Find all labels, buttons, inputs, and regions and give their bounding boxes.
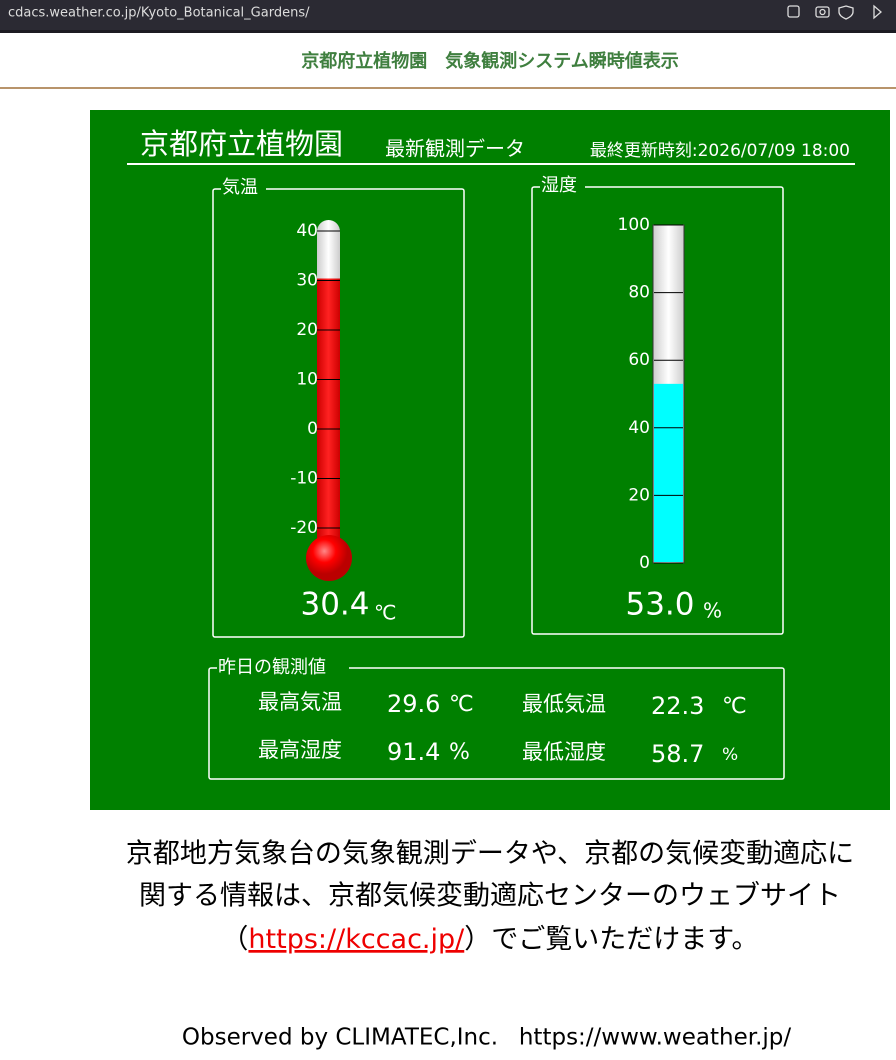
place: 京都府立植物園 <box>140 127 343 161</box>
browser-icons[interactable] <box>787 4 882 20</box>
yesterday-item-unit: ℃ <box>449 692 474 717</box>
yesterday-item-value: 29.6 <box>387 690 440 718</box>
humidity-label: 湿度 <box>541 175 577 196</box>
tick-label: 0 <box>639 553 650 573</box>
tick-label: 0 <box>307 419 318 439</box>
yesterday-item-unit: % <box>449 740 470 765</box>
gauge-fill <box>654 383 683 562</box>
tick-label: 30 <box>296 271 318 291</box>
temp-label: 気温 <box>222 177 258 198</box>
url[interactable]: cdacs.weather.co.jp/Kyoto_Botanical_Gard… <box>8 6 310 21</box>
humidity-unit: % <box>703 599 722 623</box>
yesterday-item-value: 58.7 <box>651 740 704 768</box>
observed: Observed by CLIMATEC,Inc. <box>182 1025 498 1051</box>
paragraph-line: 京都地方気象台の気象観測データや、京都の気候変動適応に <box>126 839 854 870</box>
tick-label: 20 <box>628 485 650 505</box>
temp-value: 30.4 <box>300 587 369 623</box>
yesterday-item-unit: % <box>722 745 738 765</box>
paren: （ <box>221 924 248 955</box>
updated: 最終更新時刻:2026/07/09 18:00 <box>590 141 850 161</box>
yesterday-item-value: 91.4 <box>387 738 440 766</box>
tick-label: 40 <box>296 221 318 241</box>
header-title: 京都府立植物園 気象観測システム瞬時値表示 <box>301 50 678 72</box>
tick-label: 10 <box>296 370 318 390</box>
site[interactable]: https://www.weather.jp/ <box>519 1025 792 1051</box>
tick-label: -10 <box>290 469 318 489</box>
gauge-fill <box>317 278 340 545</box>
paragraph-line: 関する情報は、京都気候変動適応センターのウェブサイト <box>139 881 841 912</box>
yesterday-item-label: 最低気温 <box>522 692 606 716</box>
link[interactable]: https://kccac.jp/ <box>248 924 465 955</box>
tick-label: 60 <box>628 350 650 370</box>
thermo-bulb <box>306 535 352 581</box>
tick-label: 100 <box>618 215 650 235</box>
browser-bar <box>0 0 896 32</box>
yesterday-label: 昨日の観測値 <box>218 657 326 678</box>
panel <box>90 110 890 810</box>
paragraph-end: ）でご覧いただけます。 <box>464 924 758 955</box>
tick-label: 40 <box>628 418 650 438</box>
tick-label: 80 <box>628 283 650 303</box>
subtitle: 最新観測データ <box>385 137 525 161</box>
yesterday-item-label: 最低湿度 <box>522 740 606 764</box>
humidity-value: 53.0 <box>625 587 694 623</box>
yesterday-item-label: 最高湿度 <box>258 738 342 762</box>
yesterday-item-unit: ℃ <box>722 694 747 719</box>
boxes <box>208 186 785 780</box>
tick-label: -20 <box>290 518 318 538</box>
tick-label: 20 <box>296 320 318 340</box>
yesterday-item-value: 22.3 <box>651 692 704 720</box>
browser-edge <box>0 30 896 33</box>
yesterday-item-label: 最高気温 <box>258 690 342 714</box>
paragraph-line: （https://kccac.jp/）でご覧いただけます。 <box>221 924 758 955</box>
temp-unit: ℃ <box>374 601 396 625</box>
